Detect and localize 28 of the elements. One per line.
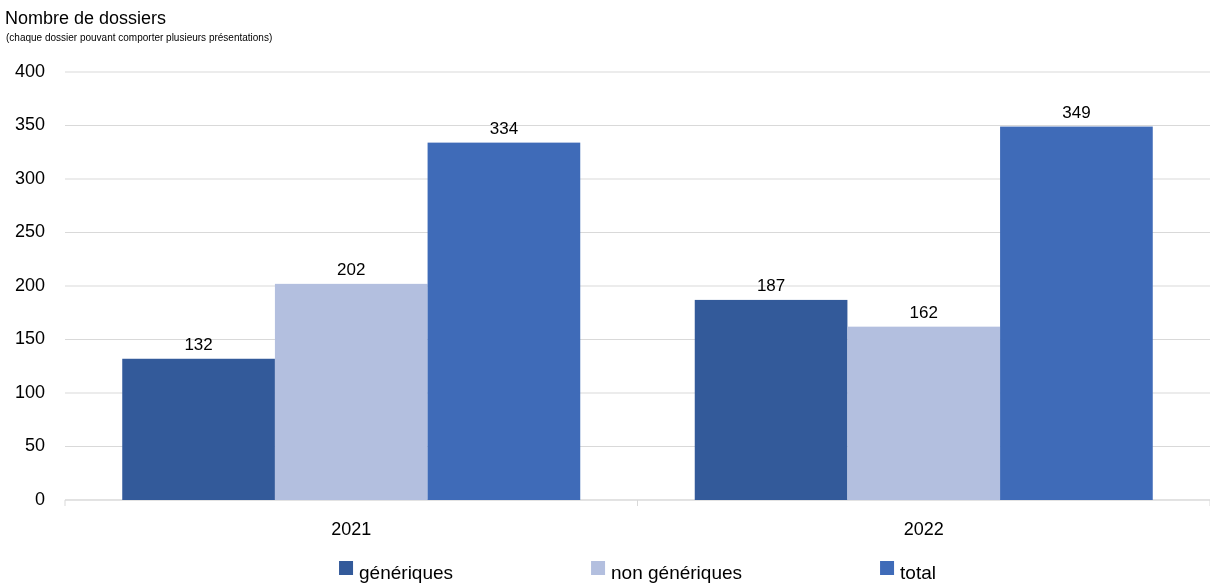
x-tick-label: 2022 (903, 518, 944, 539)
y-tick-label: 100 (14, 381, 45, 402)
bar (427, 142, 581, 500)
y-tick-label: 350 (14, 114, 45, 135)
legend-label: total (900, 561, 936, 583)
legend-label: génériques (359, 561, 454, 583)
y-tick-label: 300 (14, 167, 45, 188)
y-tick-label: 0 (34, 488, 45, 509)
bar (847, 326, 1001, 500)
legend-label: non génériques (611, 561, 743, 583)
chart-subtitle: (chaque dossier pouvant comporter plusieurs présentations) (6, 32, 273, 43)
data-label: 162 (909, 302, 938, 322)
data-label: 334 (489, 118, 519, 138)
y-tick-label: 250 (14, 221, 45, 242)
bar (694, 299, 848, 500)
bar (1000, 126, 1153, 500)
x-tick-label: 2021 (331, 518, 372, 539)
chart-title: Nombre de dossiers (5, 8, 167, 28)
bar (122, 358, 275, 500)
y-tick-label: 150 (14, 328, 45, 349)
y-tick-label: 200 (14, 274, 45, 295)
data-label: 349 (1062, 102, 1091, 122)
data-label: 202 (337, 259, 366, 279)
y-tick-label: 50 (24, 435, 45, 456)
y-tick-label: 400 (14, 60, 45, 81)
data-label: 187 (756, 275, 786, 295)
bar (274, 283, 428, 500)
data-label: 132 (184, 334, 213, 354)
